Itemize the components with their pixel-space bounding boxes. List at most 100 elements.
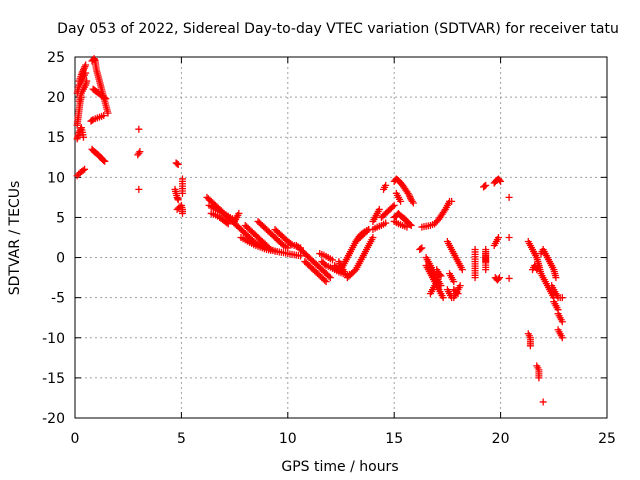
y-tick-label: 0 (56, 251, 65, 267)
data-point (497, 177, 505, 185)
data-point (454, 290, 462, 298)
y-tick-label: 10 (47, 170, 65, 186)
data-point (224, 220, 232, 228)
data-point (409, 199, 417, 207)
data-point (382, 181, 390, 189)
data-point (453, 288, 461, 296)
data-point (284, 244, 292, 252)
data-point (321, 276, 329, 284)
data-point (390, 201, 398, 209)
chart-title: Day 053 of 2022, Sidereal Day-to-day VTE… (57, 21, 619, 37)
y-tick-label: 15 (47, 130, 65, 146)
data-point (178, 209, 186, 217)
data-point (135, 125, 143, 133)
data-point (439, 294, 447, 302)
y-tick-label: -5 (51, 291, 65, 307)
data-point (80, 133, 88, 141)
data-point (82, 61, 90, 69)
data-point (78, 69, 86, 77)
data-point (80, 66, 88, 74)
data-point (389, 203, 397, 211)
y-axis-label: SDTVAR / TECUs (7, 181, 23, 296)
data-point (440, 207, 448, 215)
data-point (135, 185, 143, 193)
y-tick-label: -20 (42, 411, 65, 427)
data-point (458, 266, 466, 274)
axis-ticks (74, 56, 608, 419)
data-point (326, 274, 334, 282)
data-point (375, 205, 383, 213)
data-points (73, 55, 566, 406)
data-point (102, 95, 110, 103)
grid (75, 57, 607, 418)
data-point (558, 294, 566, 302)
data-point (482, 181, 490, 189)
data-point (526, 342, 534, 350)
data-point (321, 260, 329, 268)
data-point (173, 160, 181, 168)
y-tick-label: -10 (42, 331, 65, 347)
x-tick-label: 0 (71, 431, 80, 447)
data-point (369, 234, 377, 241)
data-point (505, 274, 513, 282)
x-tick-label: 20 (492, 431, 510, 447)
data-point (73, 172, 81, 180)
data-point (494, 275, 502, 283)
data-point (80, 64, 88, 72)
data-point (382, 219, 390, 227)
data-point (77, 71, 85, 79)
x-tick-label: 15 (385, 431, 403, 447)
data-point (101, 157, 109, 165)
data-point (437, 282, 445, 290)
data-point (407, 221, 415, 229)
data-point (136, 148, 144, 156)
data-point (481, 182, 489, 190)
x-tick-label: 5 (177, 431, 186, 447)
data-point (496, 176, 504, 184)
data-point (79, 67, 87, 75)
data-point (325, 272, 333, 280)
data-point (417, 245, 425, 253)
tick-labels: 0 5 10 15 20 25 -20 -15 -10 -5 0 5 10 15 20 25 (42, 50, 616, 447)
data-point (448, 197, 456, 205)
data-point (496, 274, 504, 282)
data-point (265, 244, 273, 252)
data-point (174, 160, 182, 168)
data-point (271, 247, 279, 255)
data-point (437, 272, 445, 280)
data-point (535, 262, 543, 270)
data-point (235, 209, 243, 217)
data-point (552, 274, 560, 282)
data-point (397, 197, 405, 205)
data-point (81, 63, 89, 71)
data-point (178, 175, 186, 183)
data-point (558, 318, 566, 326)
data-point (101, 94, 109, 102)
y-tick-label: 25 (47, 50, 65, 66)
data-point (88, 116, 96, 124)
data-point (100, 112, 108, 120)
data-point (223, 219, 231, 227)
data-point (433, 278, 441, 286)
data-point (482, 266, 490, 274)
data-point (287, 240, 295, 248)
data-point (405, 191, 413, 199)
data-point (505, 193, 513, 201)
data-point (418, 244, 426, 252)
data-point (322, 278, 330, 286)
y-tick-label: 20 (47, 90, 65, 106)
x-tick-label: 25 (598, 431, 616, 447)
data-point (100, 156, 108, 164)
data-point (79, 166, 87, 174)
y-tick-label: -15 (42, 371, 65, 387)
data-point (278, 240, 286, 248)
data-point (403, 223, 411, 231)
x-tick-label: 10 (279, 431, 297, 447)
plot-frame (74, 56, 608, 419)
data-point (471, 274, 479, 282)
data-point (328, 256, 336, 264)
data-point (81, 165, 89, 173)
data-point (104, 109, 112, 117)
data-point (456, 282, 464, 290)
